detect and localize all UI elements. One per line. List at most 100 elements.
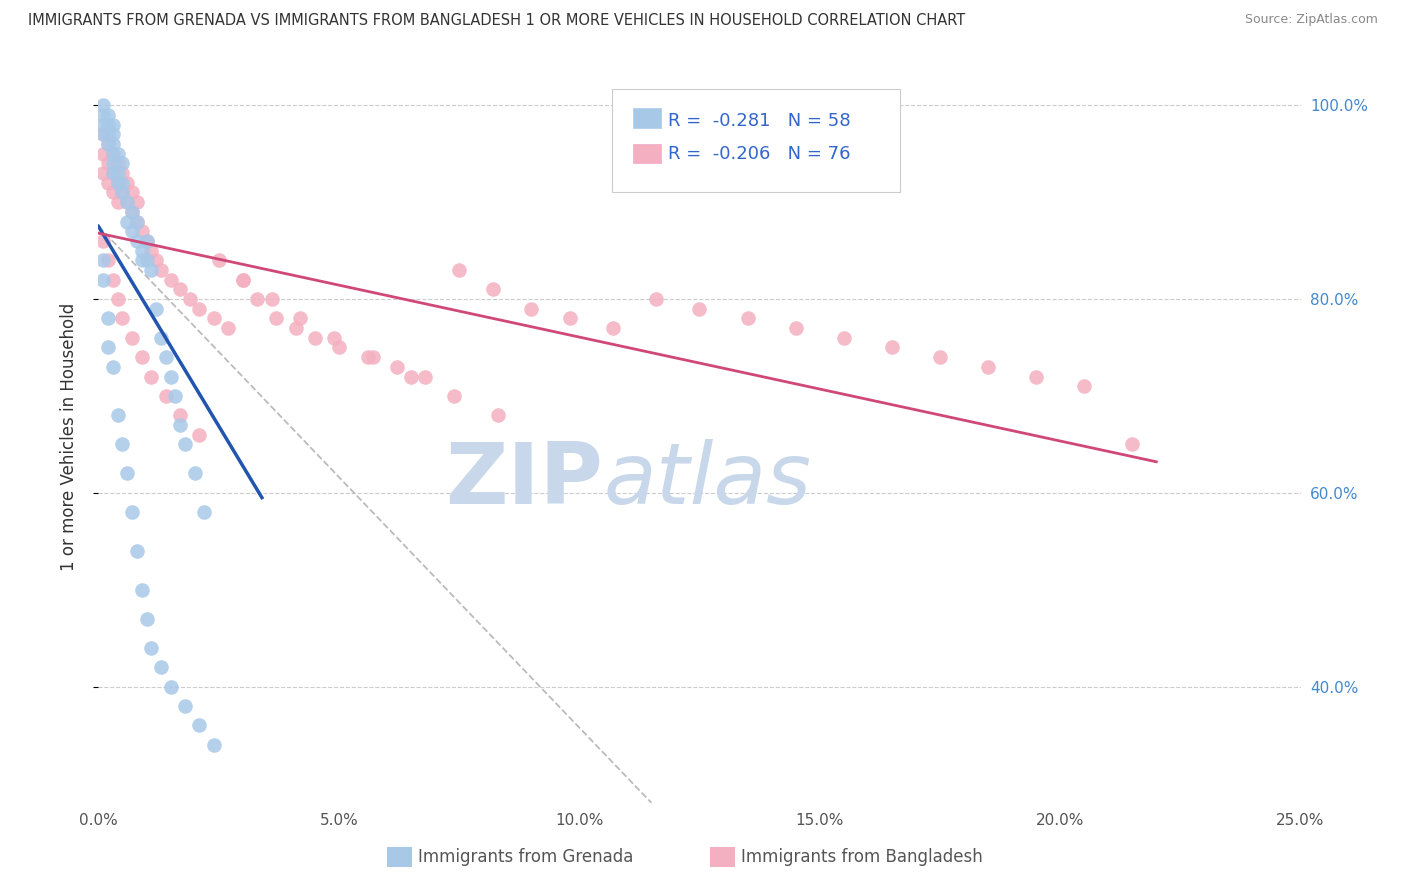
Point (141, 640, 163, 655)
Point (91, 253, 114, 268)
Point (141, 244, 163, 258)
Point (602, 321, 624, 335)
Point (155, 350, 177, 364)
Point (101, 359, 124, 374)
Point (101, 273, 124, 287)
Point (101, 118, 124, 132)
Point (97, 118, 120, 132)
Point (217, 321, 239, 335)
Point (91, 146, 114, 161)
Point (121, 505, 143, 519)
Point (111, 166, 134, 180)
Text: ZIP: ZIP (446, 440, 603, 523)
Point (174, 698, 197, 713)
Point (486, 409, 509, 423)
Point (141, 263, 163, 277)
Point (169, 282, 191, 296)
Point (101, 156, 124, 170)
Text: Immigrants from Grenada: Immigrants from Grenada (418, 848, 633, 866)
Point (159, 369, 181, 384)
Point (385, 359, 408, 374)
Point (689, 301, 711, 316)
Point (165, 389, 187, 403)
Point (117, 214, 139, 228)
Point (101, 186, 124, 200)
Point (928, 350, 950, 364)
Point (91, 98, 114, 112)
Point (117, 467, 139, 481)
Point (101, 128, 124, 142)
Point (101, 166, 124, 180)
Point (304, 331, 326, 345)
Point (284, 321, 307, 335)
Y-axis label: 1 or more Vehicles in Household: 1 or more Vehicles in Household (59, 303, 77, 571)
Point (135, 612, 157, 626)
Point (107, 146, 129, 161)
Point (131, 253, 153, 268)
Point (1121, 437, 1143, 451)
Point (149, 263, 172, 277)
Point (785, 321, 807, 335)
Point (169, 409, 191, 423)
Point (107, 292, 129, 306)
Point (117, 176, 139, 190)
Point (135, 253, 157, 268)
Point (97, 341, 120, 355)
Point (125, 195, 148, 210)
Point (159, 680, 181, 694)
Point (125, 214, 148, 228)
Point (179, 292, 201, 306)
Text: Immigrants from Bangladesh: Immigrants from Bangladesh (741, 848, 983, 866)
Point (97, 108, 120, 122)
Point (107, 156, 129, 170)
Point (91, 108, 114, 122)
Point (188, 718, 211, 732)
Point (232, 273, 254, 287)
Point (481, 282, 503, 296)
Point (131, 224, 153, 238)
Text: Source: ZipAtlas.com: Source: ZipAtlas.com (1244, 13, 1378, 27)
Point (101, 146, 124, 161)
Point (107, 176, 129, 190)
Text: IMMIGRANTS FROM GRENADA VS IMMIGRANTS FROM BANGLADESH 1 OR MORE VEHICLES IN HOUS: IMMIGRANTS FROM GRENADA VS IMMIGRANTS FR… (28, 13, 966, 29)
Point (1025, 369, 1047, 384)
Point (131, 582, 153, 597)
Point (91, 273, 114, 287)
Point (188, 301, 211, 316)
Point (111, 176, 134, 190)
Point (361, 350, 384, 364)
Point (121, 331, 143, 345)
Point (1073, 379, 1095, 393)
Point (125, 544, 148, 558)
Point (121, 204, 143, 219)
Point (880, 341, 903, 355)
Point (149, 660, 172, 674)
Point (135, 234, 157, 248)
Point (125, 234, 148, 248)
Point (328, 341, 350, 355)
Point (645, 292, 668, 306)
Point (290, 311, 312, 326)
Point (91, 128, 114, 142)
Point (155, 389, 177, 403)
Point (97, 311, 120, 326)
Point (111, 311, 134, 326)
Point (111, 186, 134, 200)
Point (135, 234, 157, 248)
Text: R =  -0.206   N = 76: R = -0.206 N = 76 (668, 145, 851, 163)
Point (208, 253, 231, 268)
Point (101, 166, 124, 180)
Point (117, 195, 139, 210)
Point (977, 359, 1000, 374)
Point (357, 350, 380, 364)
Point (131, 350, 153, 364)
Point (193, 505, 215, 519)
Point (107, 176, 129, 190)
Point (107, 166, 129, 180)
Point (399, 369, 422, 384)
Point (97, 136, 120, 151)
Point (202, 311, 225, 326)
Point (121, 204, 143, 219)
Point (188, 427, 211, 442)
Point (121, 186, 143, 200)
